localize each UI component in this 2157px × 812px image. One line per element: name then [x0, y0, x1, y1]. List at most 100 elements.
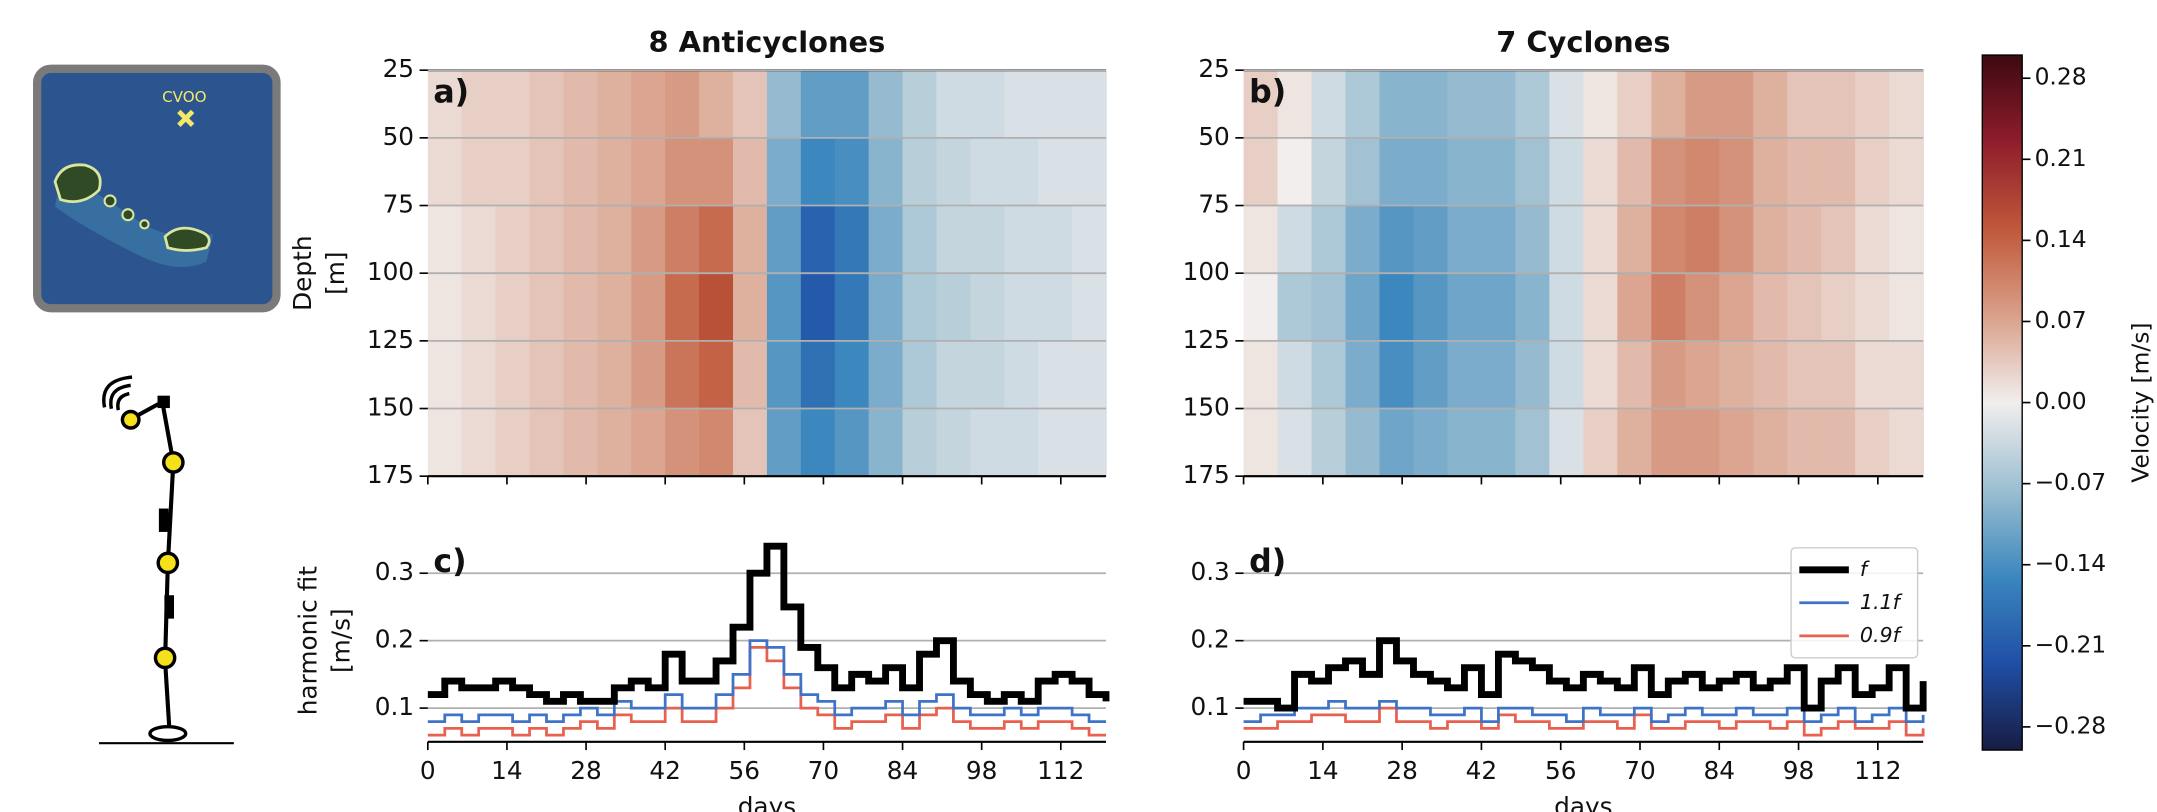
heatmap-cell	[970, 408, 1006, 478]
heatmap-cell	[427, 408, 463, 478]
line-series	[1243, 699, 1925, 723]
heatmap-cell	[1447, 273, 1483, 342]
heatmap-cell	[1889, 137, 1924, 207]
heatmap-cell	[461, 137, 497, 207]
heatmap-cell	[1787, 70, 1823, 139]
float	[120, 409, 141, 430]
heatmap-cell	[1549, 70, 1585, 139]
heatmap-cell	[1243, 70, 1279, 139]
heatmap-cell	[1617, 408, 1653, 478]
heatmap-cell	[1447, 137, 1483, 207]
heatmap-cell	[495, 70, 531, 139]
panel-label: c)	[433, 544, 466, 580]
y-tick-label: 125	[367, 325, 414, 354]
heatmap-cell	[936, 70, 972, 139]
heatmap-cell	[597, 408, 633, 478]
x-tick-label: 42	[649, 756, 680, 785]
heatmap-cell	[1277, 137, 1313, 207]
heatmap-cell	[936, 273, 972, 342]
heatmap-cell	[1685, 340, 1721, 410]
heatmap-cell	[1685, 273, 1721, 342]
heatmap-cell	[834, 273, 870, 342]
heatmap-cell	[1889, 408, 1924, 478]
heatmap-cell	[597, 205, 633, 275]
y-tick-label: 100	[367, 257, 414, 286]
heatmap-cell	[1379, 408, 1415, 478]
heatmap-cell	[1549, 273, 1585, 342]
island	[103, 194, 117, 208]
heatmap-cell	[1311, 408, 1347, 478]
heatmap-cell	[1719, 205, 1755, 275]
y-tick-label: 100	[1183, 257, 1230, 286]
heatmap-cell	[1379, 340, 1415, 410]
heatmap-cell	[1311, 205, 1347, 275]
heatmap-cell	[1038, 340, 1073, 410]
heatmap-cell	[1515, 340, 1551, 410]
heatmap-cell	[461, 340, 497, 410]
y-tick-label: 25	[383, 54, 414, 83]
heatmap-cell	[495, 205, 531, 275]
heatmap-cell	[1311, 273, 1347, 342]
panel-label: a)	[433, 75, 469, 111]
colorbar-tick-label: −0.21	[2035, 630, 2107, 658]
heatmap-cell	[427, 340, 463, 410]
float	[161, 451, 185, 474]
heatmap-cell	[1787, 205, 1823, 275]
y-tick-label: 50	[383, 122, 414, 151]
colorbar-label: Velocity [m/s]	[2126, 322, 2154, 482]
heatmap-cell	[631, 137, 667, 207]
heatmap-cell	[1855, 340, 1890, 410]
heatmap-cell	[1481, 70, 1517, 139]
y-axis-label: [m/s]	[327, 608, 356, 673]
heatmap-cell	[1413, 205, 1449, 275]
heatmap-cell	[563, 340, 599, 410]
y-tick-label: 150	[367, 393, 414, 422]
heatmap-cell	[766, 273, 802, 342]
heatmap-cell	[631, 273, 667, 342]
heatmap-cell	[1277, 70, 1313, 139]
heatmap-cell	[1413, 137, 1449, 207]
heatmap-cell	[1787, 137, 1823, 207]
heatmap-cell	[1311, 70, 1347, 139]
y-tick-label: 75	[383, 190, 414, 219]
colorbar	[1981, 54, 2023, 751]
heatmap-cell	[1413, 408, 1449, 478]
heatmap-cell	[1072, 137, 1107, 207]
heatmap-cell	[1821, 70, 1857, 139]
heatmap-cell	[563, 408, 599, 478]
heatmap-cell	[733, 137, 768, 207]
heatmap-cell	[1855, 205, 1890, 275]
heatmap-cell	[699, 70, 734, 139]
heatmap-cell	[902, 70, 938, 139]
x-tick-label: 56	[729, 756, 760, 785]
heatmap-cell	[834, 205, 870, 275]
heatmap-cell	[868, 137, 904, 207]
heatmap-cell	[1549, 137, 1585, 207]
heatmap-cell	[1617, 137, 1653, 207]
heatmap-cell	[1821, 273, 1857, 342]
map-label: CVOO	[162, 88, 207, 106]
heatmap-cell	[597, 273, 633, 342]
heatmap-cell	[1855, 408, 1890, 478]
heatmap-cell	[495, 408, 531, 478]
heatmap-cell	[1685, 70, 1721, 139]
heatmap-cell	[427, 137, 463, 207]
heatmap-cell	[1651, 273, 1687, 342]
heatmap-cell	[1753, 205, 1789, 275]
heatmap-cell	[868, 408, 904, 478]
panel-label: d)	[1249, 544, 1286, 580]
heatmap-cell	[800, 70, 836, 139]
heatmap-cell	[1379, 205, 1415, 275]
heatmap-cell	[766, 70, 802, 139]
line-series	[427, 646, 1107, 737]
heatmap-cell	[1787, 340, 1823, 410]
y-axis-label: Depth	[288, 235, 317, 310]
x-tick-label: 0	[1236, 756, 1252, 785]
heatmap-cell	[1821, 340, 1857, 410]
mooring-line	[131, 398, 176, 727]
heatmap-cell	[868, 70, 904, 139]
heatmap-cell	[1004, 205, 1040, 275]
heatmap-cell	[1753, 137, 1789, 207]
panel-label: b)	[1249, 75, 1286, 111]
heatmap-cell	[1753, 70, 1789, 139]
